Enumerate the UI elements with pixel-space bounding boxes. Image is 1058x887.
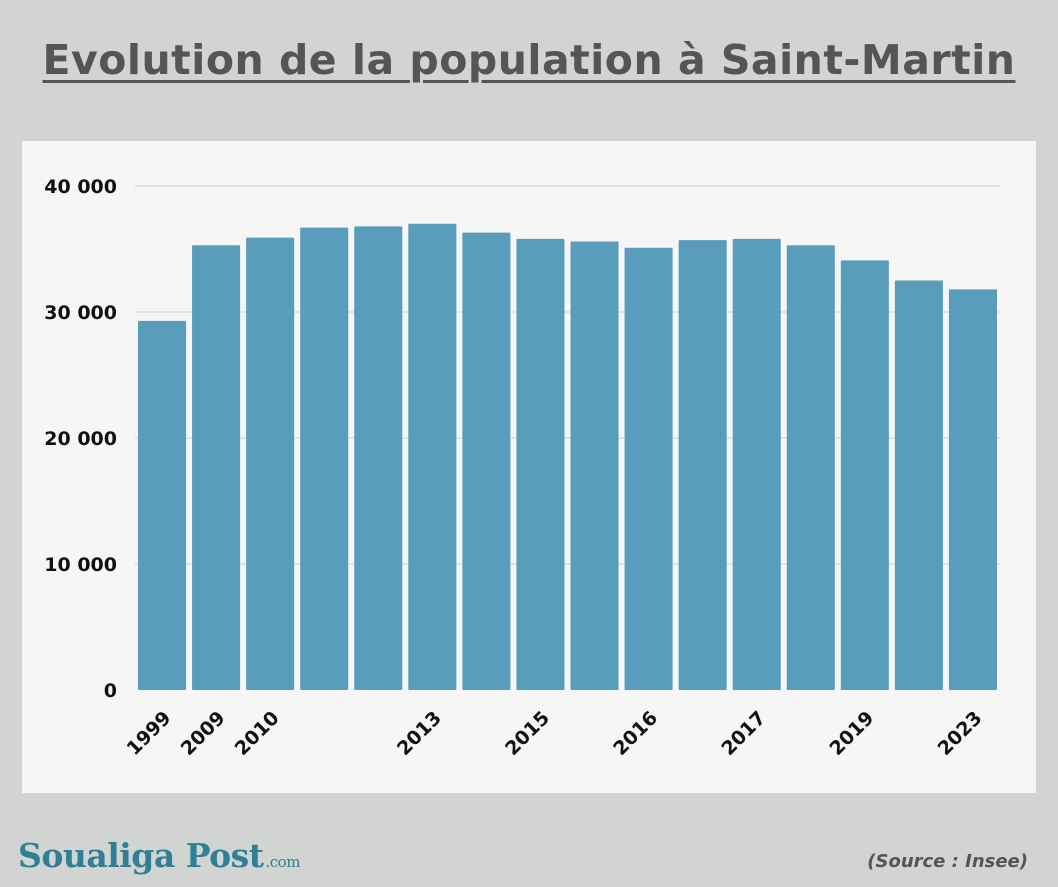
bar [895,281,943,691]
bars [138,224,997,690]
source-note: (Source : Insee) [867,851,1028,872]
bar [246,238,294,690]
bar [733,239,781,690]
y-tick-label: 10 000 [44,554,117,576]
x-axis-ticks: 1999 2009 2010 2013 2015 2016 2017 2019 2023 [123,707,987,760]
bar [516,239,564,690]
y-tick-label: 0 [104,680,117,702]
bar [300,228,348,690]
bar [787,245,835,690]
bar-chart: 0 10 000 20 000 30 000 40 000 1999 2009 2010 20… [22,141,1036,793]
y-tick-label: 20 000 [44,428,117,450]
y-axis-ticks: 0 10 000 20 000 30 000 40 000 [44,176,117,702]
bar [192,245,240,690]
x-tick-label: 2017 [717,707,770,760]
x-tick-label: 2015 [501,707,554,760]
x-tick-label: 2023 [934,707,987,760]
bar [462,233,510,690]
bar [949,289,997,690]
x-tick-label: 2010 [231,707,284,760]
y-tick-label: 30 000 [44,302,117,324]
logo-suffix: .com [266,853,300,871]
bar [354,226,402,690]
bar [571,241,619,690]
bar [138,321,186,690]
chart-title: Evolution de la population à Saint-Marti… [0,36,1058,84]
x-tick-label: 2016 [609,707,662,760]
chart-panel: 0 10 000 20 000 30 000 40 000 1999 2009 2010 20… [22,141,1036,793]
y-tick-label: 40 000 [44,176,117,198]
x-tick-label: 2013 [393,707,446,760]
x-tick-label: 2019 [825,707,878,760]
bar [625,248,673,690]
logo-name: Soualiga Post [18,836,264,875]
bar [408,224,456,690]
x-tick-label: 1999 [123,707,176,760]
bar [679,240,727,690]
soualiga-post-logo[interactable]: Soualiga Post .com [18,836,300,875]
bar [841,260,889,690]
x-tick-label: 2009 [177,707,230,760]
